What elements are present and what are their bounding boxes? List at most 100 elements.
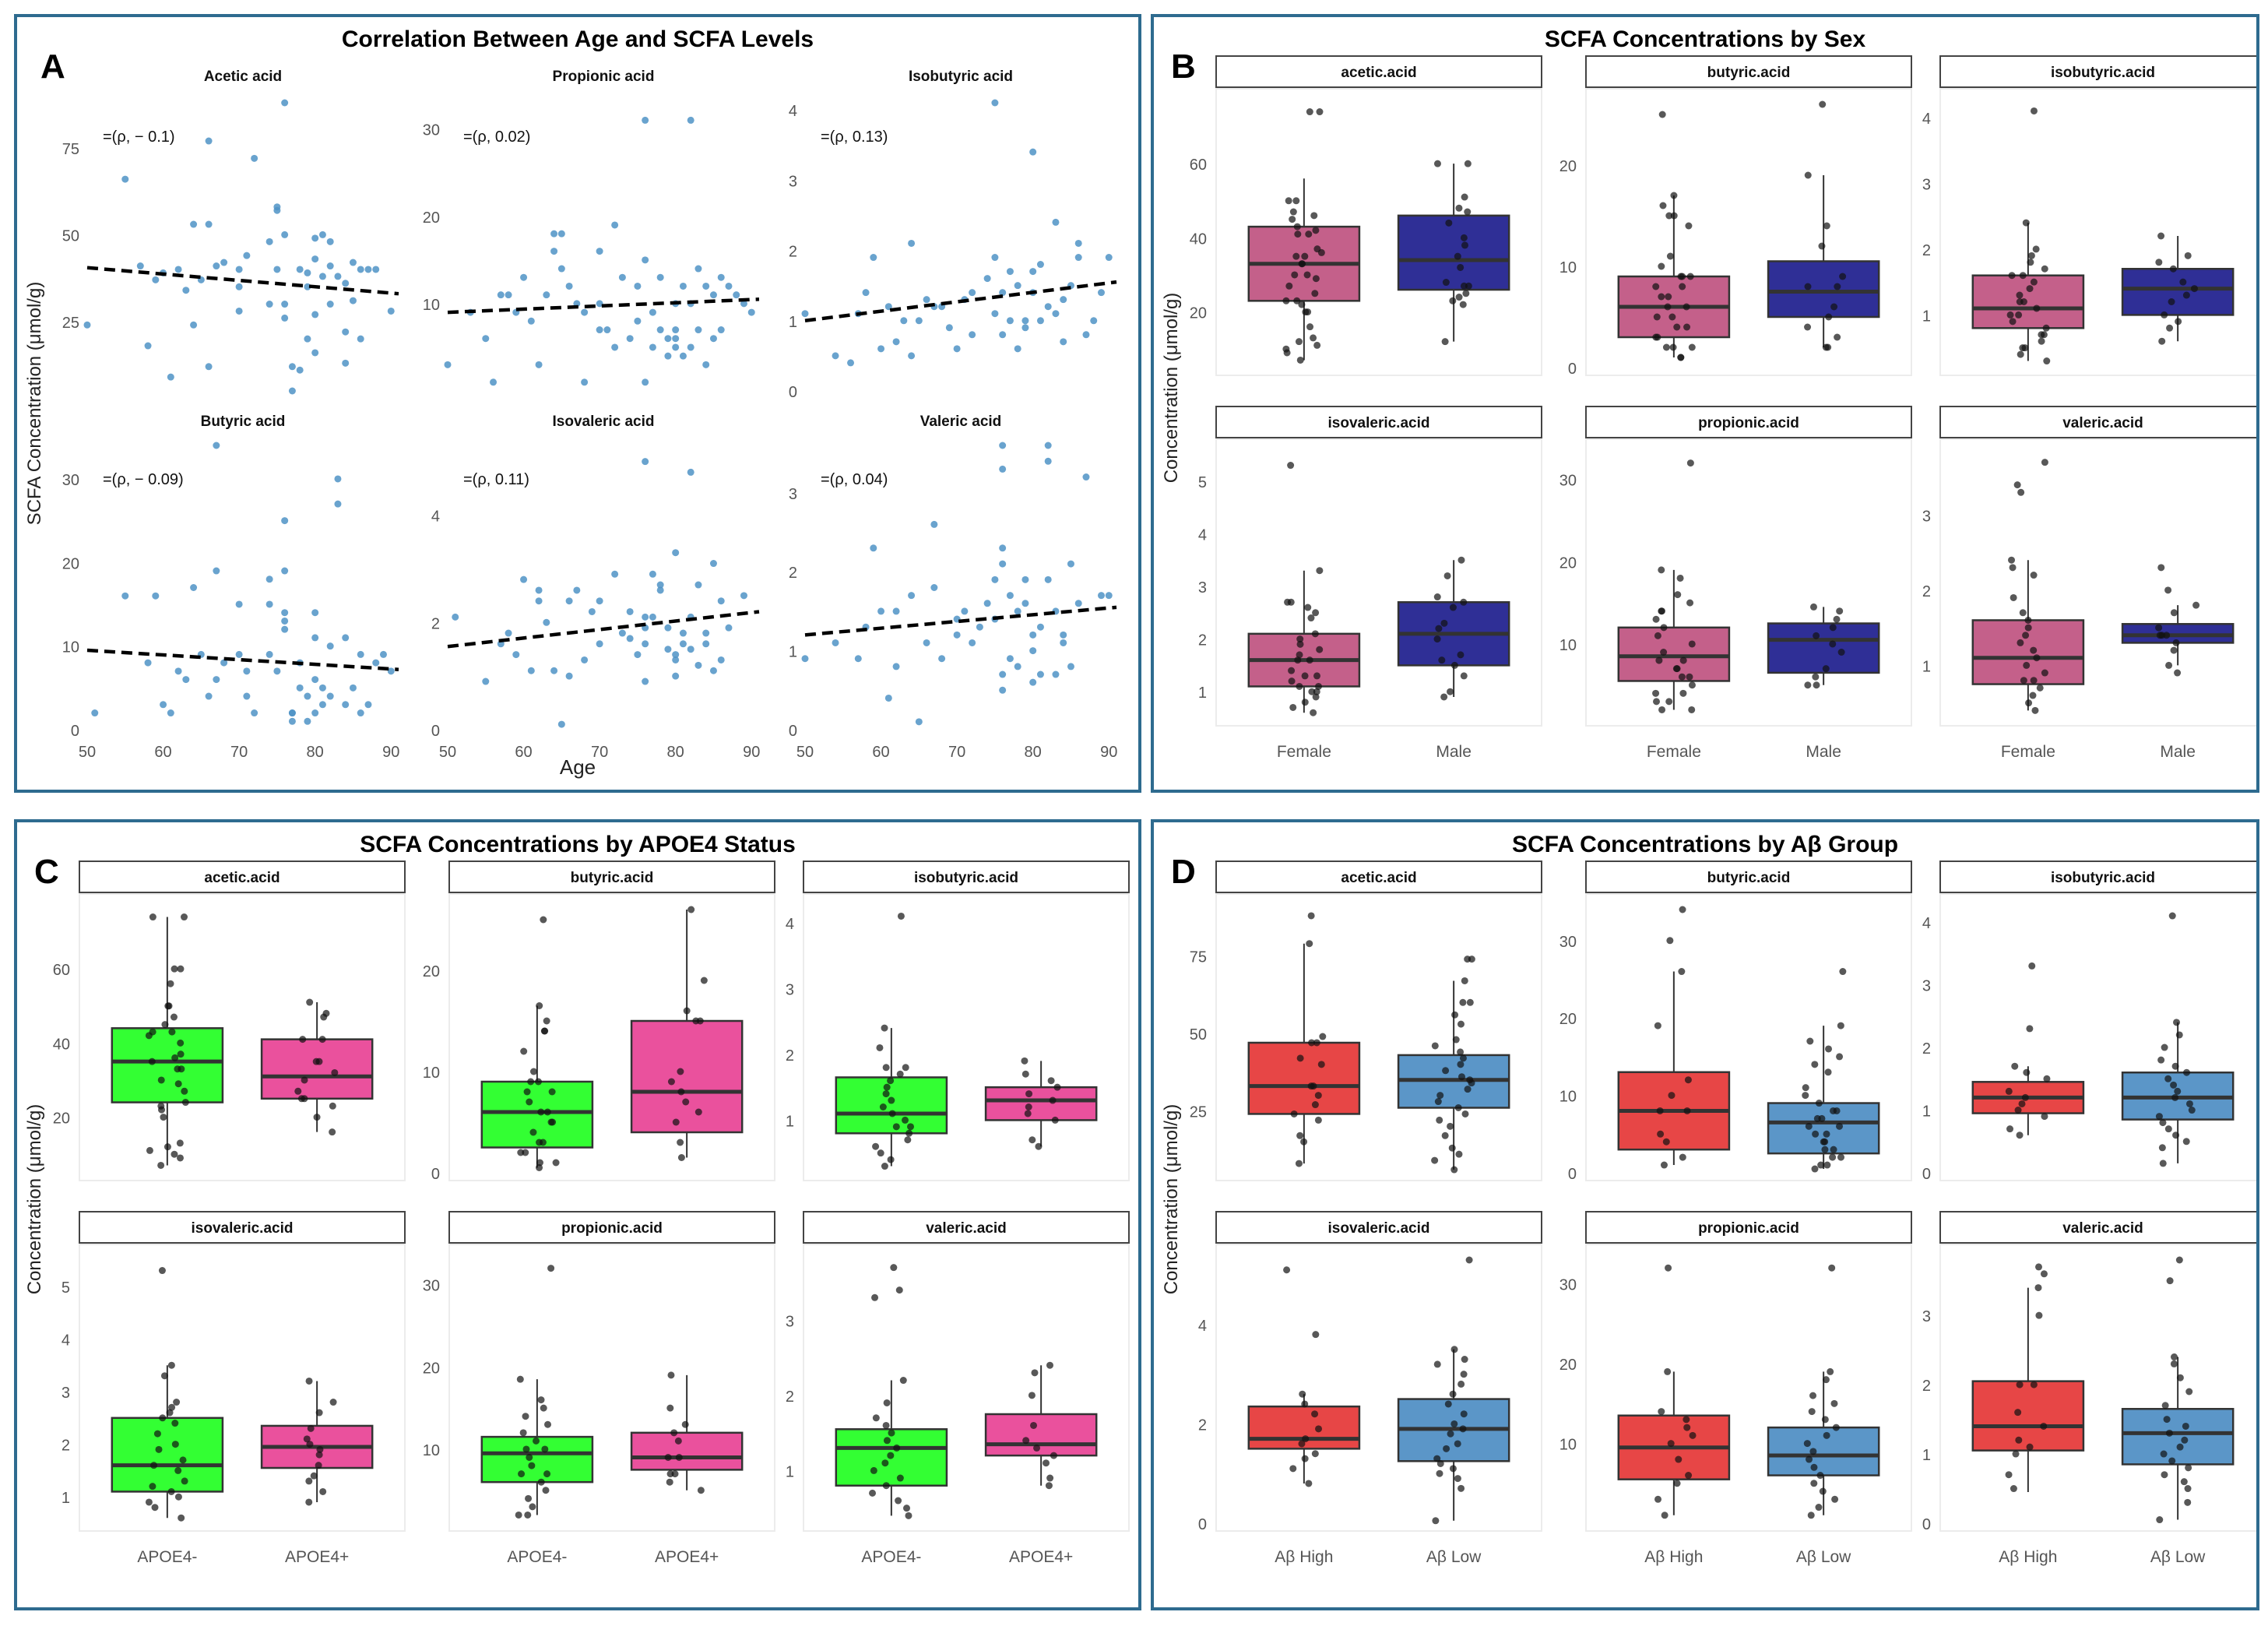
jitter-point — [1024, 1110, 1032, 1117]
data-point — [581, 308, 589, 316]
jitter-point — [1461, 1356, 1468, 1364]
jitter-point — [1457, 1048, 1465, 1056]
data-point — [1036, 670, 1044, 678]
y-tick-label: 1 — [62, 1490, 70, 1507]
data-point — [1060, 639, 1067, 646]
y-tick-label: 50 — [1190, 1026, 1207, 1044]
jitter-point — [517, 1149, 525, 1156]
box-a--low: Aβ Low — [1397, 1256, 1510, 1566]
jitter-point — [171, 1150, 178, 1158]
jitter-point — [1021, 1057, 1029, 1065]
jitter-point — [883, 1083, 891, 1091]
jitter-point — [1822, 343, 1830, 351]
jitter-point — [2041, 459, 2048, 466]
data-point — [740, 300, 747, 308]
jitter-point — [2017, 350, 2024, 358]
data-point — [311, 676, 319, 684]
jitter-point — [1306, 940, 1313, 948]
data-point — [664, 335, 672, 343]
y-tick-label: 30 — [423, 122, 440, 139]
panel-letter: B — [1171, 48, 1196, 86]
data-point — [961, 607, 969, 615]
jitter-point — [2008, 556, 2016, 564]
x-tick-label: Male — [1806, 743, 1841, 761]
box-iqr — [1767, 1102, 1880, 1155]
facet-strip — [1585, 861, 1912, 893]
facet-strip-label: butyric.acid — [571, 870, 654, 886]
data-point — [326, 692, 334, 700]
facet-strip-label: valeric.acid — [2062, 1220, 2143, 1237]
y-tick-label: 20 — [1559, 158, 1577, 175]
x-tick-label: Aβ Low — [1426, 1548, 1482, 1566]
data-point — [550, 248, 558, 255]
jitter-point — [153, 1430, 161, 1438]
jitter-point — [1468, 1079, 1475, 1087]
regression-line — [86, 648, 399, 671]
regression-line — [447, 610, 760, 649]
facet-strip-label: isovaleric.acid — [1328, 1220, 1430, 1237]
data-point — [801, 310, 809, 318]
jitter-point — [1460, 1410, 1468, 1418]
data-point — [288, 717, 296, 725]
data-point — [656, 581, 664, 589]
y-tick-label: 20 — [62, 555, 79, 572]
jitter-point — [1688, 706, 1696, 713]
jitter-point — [1031, 1369, 1039, 1377]
jitter-point — [1285, 197, 1292, 205]
jitter-point — [670, 1429, 678, 1437]
y-axis-label: SCFA Concentration (μmol/g) — [24, 282, 45, 526]
facet-strip — [1215, 406, 1542, 438]
data-point — [91, 709, 99, 717]
jitter-point — [1679, 656, 1687, 664]
data-point — [626, 335, 634, 343]
jitter-point — [2021, 1093, 2029, 1101]
chart-title: SCFA Concentrations by APOE4 Status — [360, 832, 796, 857]
jitter-point — [167, 1361, 175, 1369]
y-tick-label: 3 — [789, 173, 797, 190]
jitter-point — [1457, 1020, 1465, 1028]
data-point — [265, 575, 273, 583]
jitter-point — [519, 1429, 527, 1437]
facet-strip-label: acetic.acid — [204, 870, 280, 886]
jitter-point — [1451, 1011, 1459, 1019]
jitter-point — [1441, 338, 1449, 346]
data-point — [342, 359, 350, 367]
jitter-point — [1670, 192, 1678, 199]
jitter-point — [1658, 262, 1665, 270]
y-tick-label: 0 — [71, 723, 79, 740]
jitter-point — [2030, 646, 2038, 654]
jitter-point — [2170, 646, 2178, 654]
jitter-point — [2172, 1132, 2180, 1139]
data-point — [664, 352, 672, 360]
y-tick-label: 5 — [62, 1279, 70, 1297]
box-male: Male — [1397, 556, 1510, 761]
jitter-point — [1443, 1445, 1450, 1452]
correlation-annotation: =(ρ, 0.02) — [463, 128, 530, 146]
jitter-point — [520, 1047, 528, 1055]
jitter-point — [1673, 323, 1681, 331]
jitter-point — [1806, 1455, 1813, 1463]
jitter-point — [2188, 1107, 2196, 1114]
data-point — [304, 269, 311, 276]
data-point — [281, 567, 289, 575]
jitter-point — [1678, 673, 1686, 681]
data-point — [311, 234, 319, 242]
jitter-point — [1033, 1444, 1041, 1452]
jitter-point — [1311, 1101, 1319, 1109]
data-point — [372, 266, 380, 273]
jitter-point — [167, 1487, 175, 1495]
jitter-point — [2166, 324, 2174, 332]
jitter-point — [1296, 682, 1303, 690]
jitter-point — [1452, 1036, 1460, 1044]
jitter-point — [2185, 1464, 2192, 1472]
data-point — [527, 317, 535, 325]
facet-strip — [1215, 861, 1542, 893]
jitter-point — [522, 1445, 530, 1453]
jitter-point — [1665, 212, 1673, 220]
data-point — [334, 475, 342, 483]
jitter-point — [2184, 1498, 2192, 1506]
jitter-point — [2028, 962, 2036, 970]
jitter-point — [1042, 1459, 1050, 1467]
jitter-point — [1676, 574, 1684, 582]
jitter-point — [329, 1128, 336, 1136]
